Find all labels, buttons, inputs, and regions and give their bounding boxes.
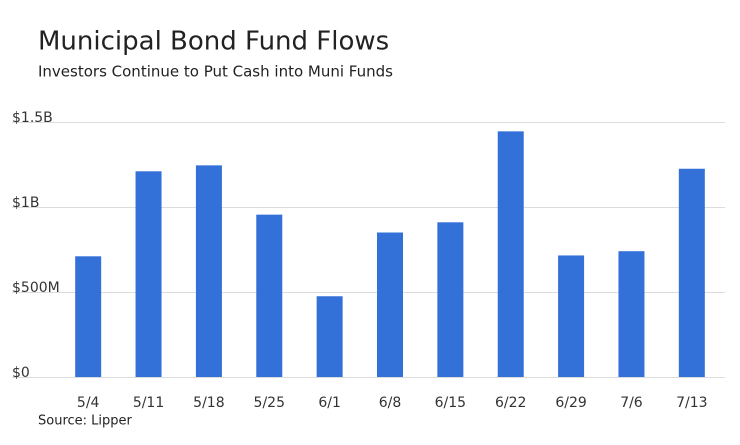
x-tick-label: 5/4 [77,395,100,411]
bar [135,171,162,377]
bar [618,251,645,377]
x-tick-label: 6/8 [379,395,402,411]
bar [558,255,585,377]
x-tick-label: 5/18 [193,395,224,411]
bar [497,131,524,377]
bar [377,232,403,377]
source-note: Source: Lipper [38,414,133,429]
bar [437,222,464,377]
x-tick-label: 6/22 [495,395,526,411]
x-tick-label: 7/13 [676,395,707,411]
bar [678,168,705,377]
y-tick-label: $1.5B [12,110,53,126]
bar [75,256,102,377]
bar [316,296,343,377]
x-tick-label: 6/15 [435,395,466,411]
x-tick-label: 7/6 [620,395,643,411]
chart-title: Municipal Bond Fund Flows [38,27,389,57]
bar [256,214,283,377]
bar [195,165,222,377]
chart-subtitle: Investors Continue to Put Cash into Muni… [38,63,393,81]
y-tick-label: $500M [12,280,60,296]
x-tick-label: 5/25 [254,395,285,411]
x-tick-label: 6/29 [555,395,586,411]
y-tick-label: $1B [12,195,39,211]
y-tick-label: $0 [12,365,30,381]
x-tick-label: 5/11 [133,395,164,411]
x-tick-label: 6/1 [318,395,341,411]
